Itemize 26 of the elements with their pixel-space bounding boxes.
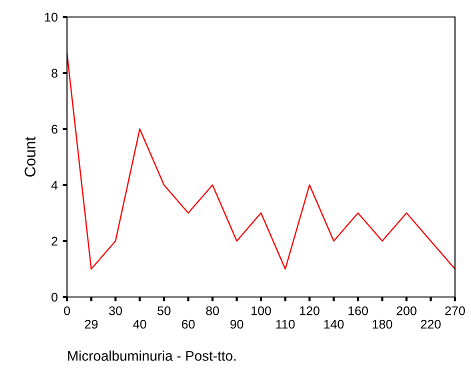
x-tick-label: 30 <box>109 306 122 316</box>
x-tick-label: 110 <box>276 320 295 329</box>
x-tick-label: 200 <box>396 306 416 316</box>
y-tick-label: 10 <box>45 12 58 22</box>
x-axis-title: Microalbuminuria - Post-tto. <box>68 350 236 361</box>
x-tick-label: 60 <box>182 320 195 329</box>
x-tick-label: 160 <box>348 306 368 316</box>
y-tick-label: 6 <box>52 124 58 134</box>
x-tick-label: 29 <box>84 320 98 329</box>
x-tick-label: 50 <box>158 306 170 316</box>
x-tick-label: 40 <box>133 320 146 329</box>
line-series <box>66 52 456 270</box>
x-tick-label: 80 <box>206 306 219 316</box>
x-tick-label: 180 <box>372 320 392 329</box>
x-tick-label: 100 <box>252 306 271 316</box>
x-tick-label: 0 <box>64 306 70 316</box>
y-axis-title: Count <box>24 136 36 177</box>
x-tick-label: 140 <box>324 320 344 329</box>
y-tick-label: 8 <box>52 68 58 78</box>
x-tick-label: 120 <box>300 306 320 316</box>
x-tick-label: 90 <box>230 320 244 329</box>
y-tick-label: 2 <box>52 236 58 246</box>
y-tick-label: 4 <box>51 180 58 190</box>
x-tick-label: 270 <box>445 306 465 316</box>
y-tick-label: 0 <box>52 292 58 302</box>
x-tick-label: 220 <box>420 320 441 329</box>
